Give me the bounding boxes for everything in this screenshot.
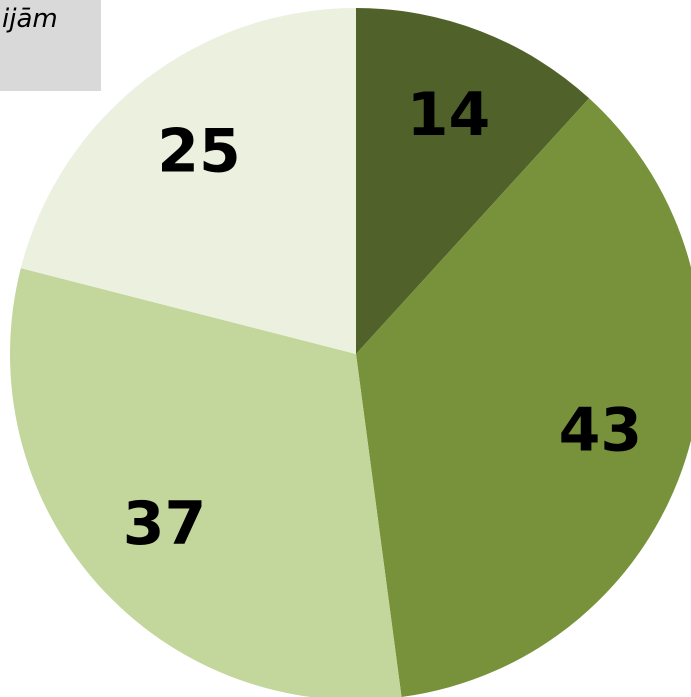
slice-value-label-1: 43 bbox=[559, 396, 643, 466]
pie-slice-0 bbox=[356, 8, 590, 354]
slice-value-label-2: 37 bbox=[123, 489, 207, 559]
pie-slice-3 bbox=[20, 8, 357, 354]
legend-box: ijām bbox=[0, 0, 101, 91]
legend-text: ijām bbox=[2, 4, 58, 34]
pie-slice-2 bbox=[10, 268, 402, 697]
slice-value-label-3: 25 bbox=[157, 117, 241, 187]
slice-value-label-0: 14 bbox=[407, 80, 491, 150]
pie-slice-1 bbox=[356, 98, 691, 697]
